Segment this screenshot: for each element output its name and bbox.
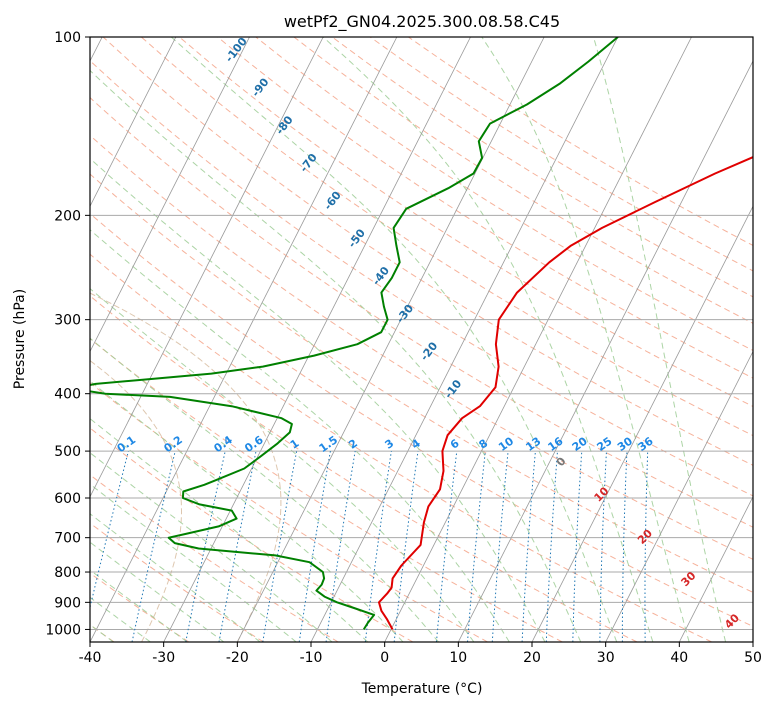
isotherm-line xyxy=(90,37,177,208)
dewpoint-profile-line xyxy=(90,37,619,630)
moist-adiabat-line xyxy=(90,483,297,642)
dry-adiabat-line xyxy=(90,96,753,528)
moist-adiabat-line xyxy=(90,157,546,642)
moist-adiabat-line xyxy=(322,37,654,642)
moist-adiabat-line xyxy=(90,596,151,642)
dry-adiabat-line xyxy=(102,37,753,466)
moist-adiabat-line xyxy=(90,417,369,642)
dry-adiabat-line xyxy=(90,134,753,560)
mixing-ratio-line xyxy=(131,450,176,642)
plot-background xyxy=(90,37,753,642)
x-tick-label: 0 xyxy=(380,650,389,666)
sounding-profiles xyxy=(90,37,753,630)
mixing-ratio-line xyxy=(491,451,509,642)
x-tick-label: 10 xyxy=(449,650,467,666)
dry-adiabat-line xyxy=(90,173,753,593)
y-tick-label: 600 xyxy=(54,491,81,507)
isotherm-line xyxy=(678,495,753,642)
mixing-ratio-line xyxy=(393,451,419,642)
moist-adiabat-line xyxy=(90,69,582,642)
dry-adiabat-line xyxy=(90,572,190,642)
isotherm-line xyxy=(90,37,324,498)
isotherm-line xyxy=(457,60,753,642)
moist-adiabat-line xyxy=(481,37,690,642)
y-tick-label: 300 xyxy=(54,313,81,329)
x-tick-label: 50 xyxy=(744,650,762,666)
moist-adiabat-line xyxy=(90,541,225,642)
isotherm-line xyxy=(310,37,619,642)
axes: -40 -30 -20 -10 0 10 20 30 40 50 100 200 300 400 500 60… xyxy=(45,30,762,666)
isotherm-line xyxy=(90,37,398,642)
x-tick-label: 30 xyxy=(597,650,615,666)
dry-adiabat-line xyxy=(293,37,753,324)
dry-adiabat-line xyxy=(140,37,753,437)
isotherm-line xyxy=(752,641,753,642)
x-tick-label: -20 xyxy=(226,650,249,666)
dry-adiabat-line xyxy=(90,253,712,642)
y-axis-label: Pressure (hPa) xyxy=(12,289,28,389)
moist-adiabat-line xyxy=(90,452,333,642)
mixing-ratio-line xyxy=(435,451,458,642)
y-tick-label: 500 xyxy=(54,444,81,460)
mixing-ratio-line xyxy=(325,451,356,642)
moist-adiabat-line xyxy=(90,229,510,642)
isotherm-line xyxy=(236,37,545,642)
isotherm-line xyxy=(605,350,753,642)
isotherm-line xyxy=(384,37,692,642)
isotherm-line xyxy=(163,37,471,642)
mixing-ratio-line xyxy=(90,450,129,610)
moist-adiabat-line xyxy=(90,380,404,642)
chart-title: wetPf2_GN04.2025.300.08.58.C45 xyxy=(284,12,560,32)
y-tick-label: 800 xyxy=(54,565,81,581)
x-tick-label: 20 xyxy=(523,650,541,666)
curved-reference-line xyxy=(90,292,282,642)
mixing-ratio-line xyxy=(298,451,331,642)
moist-adiabat-line xyxy=(593,37,727,642)
y-tick-label: 900 xyxy=(54,595,81,611)
dry-adiabat-line xyxy=(90,212,753,628)
dry-adiabat-line xyxy=(90,60,753,497)
mixing-ratio-line xyxy=(467,451,486,642)
x-tick-label: -30 xyxy=(152,650,175,666)
dry-adiabat-line xyxy=(255,37,753,351)
y-tick-label: 1000 xyxy=(45,622,81,638)
dry-adiabat-line xyxy=(90,427,414,642)
isotherm-line xyxy=(90,37,250,353)
moist-adiabat-line xyxy=(90,337,439,642)
x-tick-label: 40 xyxy=(670,650,688,666)
moist-adiabat-line xyxy=(90,287,475,642)
moist-adiabat-line xyxy=(90,569,188,642)
plot-frame xyxy=(89,36,754,643)
dry-adiabat-line xyxy=(90,295,638,642)
mixing-ratio-line xyxy=(364,451,392,642)
moist-adiabat-line xyxy=(170,37,618,642)
y-tick-label: 100 xyxy=(54,30,81,46)
y-tick-label: 200 xyxy=(54,208,81,224)
temperature-profile-line xyxy=(378,156,753,630)
background-lines xyxy=(90,37,753,642)
x-axis-label: Temperature (°C) xyxy=(361,681,483,697)
y-tick-label: 700 xyxy=(54,531,81,547)
x-tick-label: -10 xyxy=(300,650,323,666)
isotherm-line xyxy=(531,205,753,642)
y-tick-label: 400 xyxy=(54,387,81,403)
dry-adiabat-line xyxy=(90,474,339,642)
curved-reference-line xyxy=(90,360,182,642)
x-tick-label: -40 xyxy=(79,650,102,666)
